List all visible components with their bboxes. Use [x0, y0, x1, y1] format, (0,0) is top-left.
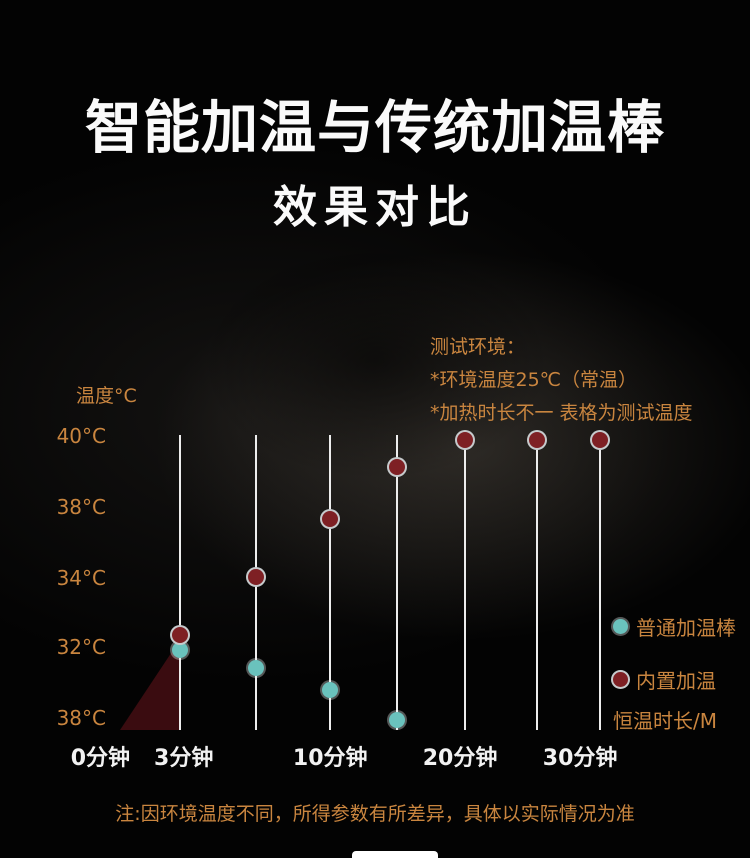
y-axis-ticks: 40°C 38°C 34°C 32°C 38°C	[36, 424, 106, 730]
data-point-ordinary-heating-rod	[171, 642, 188, 659]
data-point-ordinary-heating-rod	[388, 711, 405, 728]
page-subtitle: 效果对比	[273, 181, 477, 233]
annotation-line-1: *环境温度25℃（常温）	[430, 369, 638, 391]
gridline	[329, 435, 332, 730]
next-section-peek	[352, 851, 438, 858]
y-axis-title: 温度°C	[76, 385, 137, 407]
x-axis-title: 恒温时长/M	[613, 709, 717, 733]
legend-dot-built-in-heating	[613, 672, 628, 687]
data-point-built-in-heating	[592, 432, 609, 448]
y-tick-label: 34°C	[56, 566, 106, 591]
plot-area	[120, 432, 610, 730]
x-tick-label: 3分钟	[154, 746, 214, 771]
gridline	[535, 435, 538, 730]
y-tick-label: 38°C	[56, 705, 106, 730]
page-title: 智能加温与传统加温棒	[85, 95, 665, 162]
y-tick-label: 40°C	[56, 423, 106, 448]
data-point-built-in-heating	[388, 458, 405, 475]
data-point-built-in-heating	[456, 432, 473, 448]
gridline	[463, 435, 466, 730]
legend-dot-ordinary-heating-rod	[613, 619, 628, 634]
gridline	[395, 435, 398, 730]
x-tick-label: 0分钟	[70, 746, 131, 771]
x-axis-ticks: 0分钟 3分钟 10分钟 20分钟 30分钟	[71, 740, 618, 771]
gridline	[178, 435, 181, 730]
x-tick-label: 30分钟	[542, 746, 618, 771]
test-environment-note: 测试环境： *环境温度25℃（常温） *加热时长不一 表格为测试温度	[430, 331, 693, 430]
footnote: 注:因环境温度不同，所得参数有所差异，具体以实际情况为准	[115, 803, 635, 825]
annotation-line-2: *加热时长不一 表格为测试温度	[430, 402, 693, 424]
annotation-heading: 测试环境：	[430, 336, 526, 358]
data-point-ordinary-heating-rod	[322, 681, 339, 698]
x-tick-label: 10分钟	[292, 746, 368, 771]
data-point-ordinary-heating-rod	[248, 660, 265, 677]
legend: 普通加温棒 内置加温	[613, 612, 736, 694]
data-point-built-in-heating	[248, 568, 265, 585]
legend-item-ordinary-heating-rod: 普通加温棒	[613, 612, 736, 641]
legend-label: 普通加温棒	[636, 616, 736, 640]
y-tick-label: 32°C	[56, 635, 106, 660]
legend-label: 内置加温	[636, 669, 716, 693]
legend-item-built-in-heating: 内置加温	[613, 665, 736, 694]
x-tick-label: 20分钟	[422, 746, 498, 771]
data-point-built-in-heating	[322, 511, 339, 528]
data-point-built-in-heating	[171, 627, 188, 643]
y-tick-label: 38°C	[56, 494, 106, 519]
gridline	[599, 435, 602, 730]
data-point-built-in-heating	[528, 432, 545, 448]
